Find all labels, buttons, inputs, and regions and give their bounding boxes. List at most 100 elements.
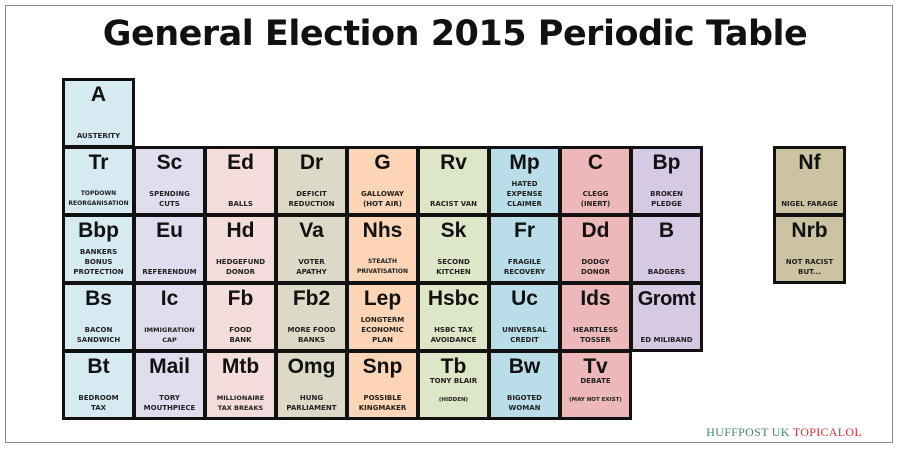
element-mtb: Mtb MILLIONAIRE TAX BREAKS <box>204 350 277 420</box>
element-label: BROKEN PLEDGE <box>650 190 683 208</box>
element-label: NIGEL FARAGE <box>781 200 838 208</box>
element-dr: Dr DEFICIT REDUCTION <box>275 146 348 216</box>
element-label: UNIVERSAL CREDIT <box>502 326 547 344</box>
element-tv: Tv DEBATE (MAY NOT EXIST) <box>559 350 632 420</box>
element-b: B BADGERS <box>630 214 703 284</box>
element-tr: Tr TOPDOWN REORGANISATION <box>62 146 135 216</box>
element-bs: Bs BACON SANDWICH <box>62 282 135 352</box>
element-label: BALLS <box>228 200 253 208</box>
element-sublabel: (HIDDEN) <box>438 397 469 403</box>
element-a: A AUSTERITY <box>62 78 135 148</box>
element-symbol: Mail <box>149 355 190 378</box>
element-label: HSBC TAX AVOIDANCE <box>430 326 477 344</box>
element-symbol: Nf <box>798 151 821 174</box>
element-lep: Lep LONGTERM ECONOMIC PLAN <box>346 282 419 352</box>
element-mail: Mail TORY MOUTHPIECE <box>133 350 206 420</box>
element-label-group: TONY BLAIR (HIDDEN) <box>420 366 487 414</box>
element-sublabel: (MAY NOT EXIST) <box>569 397 622 403</box>
element-label: BIGOTED WOMAN <box>506 394 542 412</box>
element-symbol: Rv <box>440 151 467 174</box>
element-bp: Bp BROKEN PLEDGE <box>630 146 703 216</box>
element-symbol: A <box>90 83 107 106</box>
element-bw: Bw BIGOTED WOMAN <box>488 350 561 420</box>
element-fr: Fr FRAGILE RECOVERY <box>488 214 561 284</box>
element-symbol: Nhs <box>362 219 403 242</box>
element-symbol: Fb2 <box>292 287 331 310</box>
element-symbol: Bbp <box>78 219 119 242</box>
footer-brand: HUFFPOST UK TOPICALOL <box>706 425 862 440</box>
element-label: RACIST VAN <box>429 200 478 208</box>
element-label: TOPDOWN REORGANISATION <box>68 190 129 207</box>
element-gromt: Gromt ED MILIBAND <box>630 282 703 352</box>
element-label: DEBATE <box>580 377 611 385</box>
element-label: IMMIGRATION CAP <box>144 326 195 344</box>
element-symbol: Fb <box>227 287 254 310</box>
element-mp: Mp HATED EXPENSE CLAIMER <box>488 146 561 216</box>
element-symbol: Snp <box>362 355 403 378</box>
element-symbol: Ids <box>580 287 611 310</box>
element-symbol: Uc <box>511 287 538 310</box>
element-symbol: Sk <box>440 219 467 242</box>
element-label: BACON SANDWICH <box>76 326 121 344</box>
element-rv: Rv RACIST VAN <box>417 146 490 216</box>
element-ed: Ed BALLS <box>204 146 277 216</box>
element-bt: Bt BEDROOM TAX <box>62 350 135 420</box>
element-symbol: Tb <box>440 355 467 378</box>
element-label: HUNG PARLIAMENT <box>286 394 337 412</box>
element-label: HEARTLESS TOSSER <box>573 326 618 344</box>
element-symbol: Dd <box>581 219 610 242</box>
element-symbol: Bt <box>87 355 110 378</box>
element-label: MILLIONAIRE TAX BREAKS <box>216 394 265 412</box>
element-symbol: Hd <box>226 219 255 242</box>
element-symbol: B <box>658 219 675 242</box>
element-fb2: Fb2 MORE FOOD BANKS <box>275 282 348 352</box>
element-symbol: Va <box>299 219 324 242</box>
element-label-group: DEBATE (MAY NOT EXIST) <box>562 366 629 414</box>
element-label: AUSTERITY <box>76 132 121 140</box>
element-symbol: Mtb <box>221 355 260 378</box>
element-tb: Tb TONY BLAIR (HIDDEN) <box>417 350 490 420</box>
element-symbol: C <box>587 151 604 174</box>
element-label: SECOND KITCHEN <box>436 258 471 276</box>
element-bbp: Bbp BANKERS BONUS PROTECTION <box>62 214 135 284</box>
element-sc: Sc SPENDING CUTS <box>133 146 206 216</box>
element-label: DEFICIT REDUCTION <box>288 190 335 208</box>
element-symbol: Fr <box>514 219 535 242</box>
element-symbol: Bp <box>652 151 681 174</box>
element-label: FOOD BANK <box>229 326 252 344</box>
element-uc: Uc UNIVERSAL CREDIT <box>488 282 561 352</box>
element-symbol: G <box>374 151 391 174</box>
element-symbol: Ic <box>160 287 179 310</box>
element-ic: Ic IMMIGRATION CAP <box>133 282 206 352</box>
element-label: GALLOWAY (HOT AIR) <box>360 190 404 208</box>
element-nrb: Nrb NOT RACIST BUT... <box>773 214 846 284</box>
element-symbol: Sc <box>156 151 183 174</box>
element-symbol: Bw <box>508 355 541 378</box>
element-symbol: Hsbc <box>427 287 480 310</box>
element-nhs: Nhs STEALTH PRIVATISATION <box>346 214 419 284</box>
element-label: TORY MOUTHPIECE <box>143 394 196 412</box>
element-hd: Hd HEDGEFUND DONOR <box>204 214 277 284</box>
element-label: NOT RACIST BUT... <box>785 258 834 276</box>
element-nf: Nf NIGEL FARAGE <box>773 146 846 216</box>
element-label: BEDROOM TAX <box>78 394 119 412</box>
page-title: General Election 2015 Periodic Table <box>102 14 808 54</box>
element-ids: Ids HEARTLESS TOSSER <box>559 282 632 352</box>
element-label: LONGTERM ECONOMIC PLAN <box>360 316 405 344</box>
element-symbol: Bs <box>85 287 112 310</box>
element-label: ED MILIBAND <box>640 336 693 344</box>
element-eu: Eu REFERENDUM <box>133 214 206 284</box>
element-symbol: Gromt <box>637 288 696 310</box>
brand-name: HUFFPOST UK <box>706 425 790 439</box>
element-label: MORE FOOD BANKS <box>287 326 336 344</box>
element-symbol: Lep <box>363 287 402 310</box>
element-hsbc: Hsbc HSBC TAX AVOIDANCE <box>417 282 490 352</box>
element-c: C CLEGG (INERT) <box>559 146 632 216</box>
element-label: VOTER APATHY <box>296 258 327 276</box>
element-omg: Omg HUNG PARLIAMENT <box>275 350 348 420</box>
element-label: BANKERS BONUS PROTECTION <box>73 248 124 276</box>
element-label: CLEGG (INERT) <box>580 190 611 208</box>
element-label: SPENDING CUTS <box>149 190 190 208</box>
element-g: G GALLOWAY (HOT AIR) <box>346 146 419 216</box>
element-symbol: Mp <box>509 151 540 174</box>
